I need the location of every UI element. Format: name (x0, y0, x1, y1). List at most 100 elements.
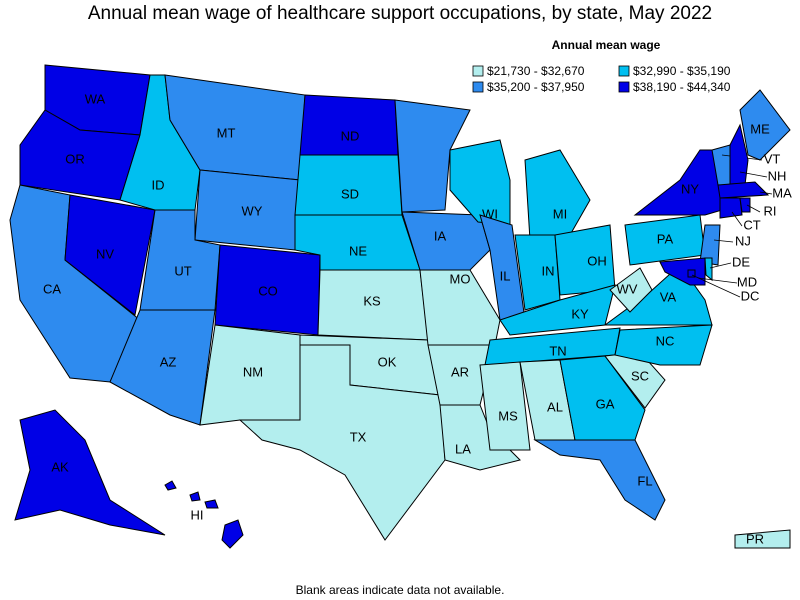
state-label: OH (587, 253, 607, 268)
state-label: KS (363, 293, 381, 308)
state: NC (614, 324, 713, 366)
leader-line (731, 211, 743, 227)
state-shape (401, 211, 491, 271)
state-shape (609, 267, 653, 313)
state-label: RI (764, 203, 777, 218)
state: AK (14, 409, 166, 536)
state-shape (479, 361, 531, 451)
state-label: MS (498, 408, 518, 423)
leader-line (746, 204, 761, 213)
state: ND (299, 94, 399, 156)
footnote: Blank areas indicate data not available. (296, 583, 505, 597)
state-shape (294, 154, 403, 216)
state: NV (64, 194, 156, 316)
state-shape (717, 181, 770, 199)
legend-label: $35,200 - $37,950 (487, 80, 585, 94)
state-label: DC (741, 288, 760, 303)
state-shape (524, 149, 591, 241)
state-label: FL (637, 473, 652, 488)
state-label: MT (217, 125, 236, 140)
state-label: IL (500, 268, 511, 283)
legend-title: Annual mean wage (552, 38, 661, 52)
state: NJ (699, 224, 751, 266)
state-label: AL (547, 399, 563, 414)
state-shape (164, 480, 177, 491)
state-label: UT (174, 263, 191, 278)
state-label: NM (243, 364, 263, 379)
state-shape (64, 194, 156, 316)
state: CO (214, 244, 321, 336)
state-label: AZ (160, 354, 177, 369)
state: OH (554, 224, 616, 296)
state-shape (14, 409, 166, 536)
state: AR (427, 344, 496, 406)
leader-line (691, 274, 741, 298)
state: PA (624, 214, 706, 266)
state-label: SD (341, 186, 359, 201)
state-shape (533, 439, 666, 521)
leader-line (709, 262, 732, 269)
state-label: PA (657, 231, 674, 246)
state-label: IA (434, 228, 447, 243)
state: MA (717, 181, 792, 200)
state-label: WA (85, 91, 106, 106)
state-shape (734, 529, 791, 549)
map-title: Annual mean wage of healthcare support o… (88, 3, 712, 24)
state-shape (439, 404, 521, 471)
state-shape (204, 499, 219, 509)
state-label: TN (549, 343, 566, 358)
leader-line (697, 277, 738, 284)
state: DC (687, 269, 760, 303)
state-shape (449, 139, 511, 226)
state: NE (294, 214, 421, 271)
state-shape (729, 123, 749, 186)
state: NH (729, 123, 787, 186)
state-label: WY (242, 203, 263, 218)
state: RI (739, 197, 777, 218)
state-label: LA (455, 441, 471, 456)
state-shape (238, 344, 446, 541)
state: TX (238, 344, 446, 541)
state-label: OK (378, 354, 397, 369)
state: SD (294, 154, 403, 216)
state-label: AK (51, 459, 69, 474)
state-label: GA (596, 396, 615, 411)
state-shape (739, 197, 751, 213)
state-label: HI (191, 507, 204, 522)
state-label: MI (553, 206, 567, 221)
state-shape (299, 94, 399, 156)
state: NY (633, 149, 723, 216)
state: GA (559, 355, 646, 441)
state-label: NY (681, 181, 699, 196)
state-label: NV (96, 246, 114, 261)
state-label: VT (764, 151, 781, 166)
state-label: PR (746, 531, 764, 546)
state: WV (609, 267, 653, 313)
legend-swatch (472, 81, 484, 93)
state: KS (317, 269, 429, 341)
state-label: TX (350, 429, 367, 444)
leader-line (713, 239, 734, 243)
state-shape (614, 324, 713, 366)
state: NM (199, 324, 301, 426)
state-shape (559, 355, 646, 441)
state-label: ME (750, 121, 770, 136)
state: MT (164, 74, 306, 181)
state-label: SC (631, 368, 649, 383)
state-shape (633, 149, 723, 216)
leader-line (739, 171, 768, 178)
state: SC (604, 351, 666, 409)
state: MI (524, 149, 591, 241)
state: MS (479, 361, 531, 451)
state-label: CT (743, 217, 760, 232)
state-shape (659, 257, 706, 286)
state-label: IN (542, 263, 555, 278)
state-label: DE (732, 254, 750, 269)
state-shape (394, 99, 471, 213)
state-label: AR (451, 364, 469, 379)
state: MD (659, 257, 757, 289)
state-label: NH (768, 168, 787, 183)
state-label: KY (571, 306, 589, 321)
state-label: NE (349, 243, 367, 258)
